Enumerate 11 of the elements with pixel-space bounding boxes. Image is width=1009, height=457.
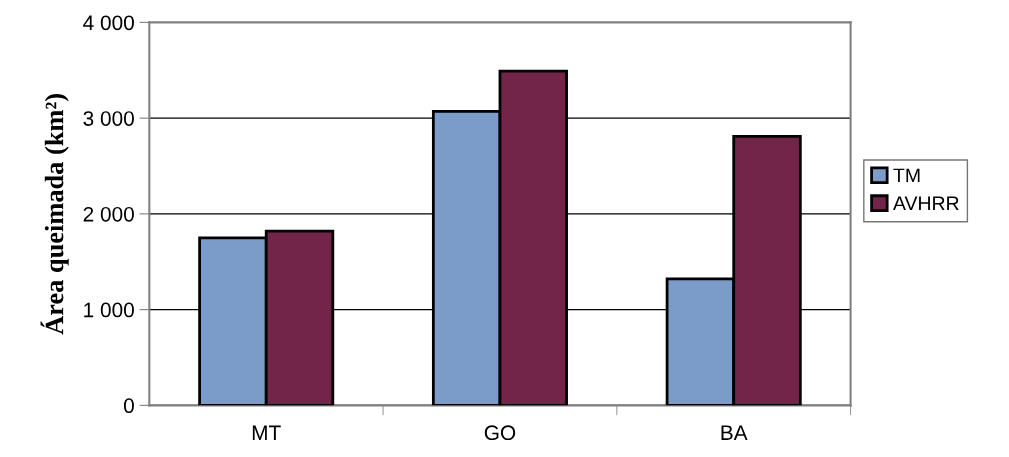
legend-label: AVHRR: [893, 196, 959, 210]
x-tick-label: MT: [252, 425, 281, 440]
y-tick-label: 2 000: [83, 206, 134, 222]
y-tick-label: 0: [123, 398, 134, 414]
y-axis-title: Área queimada (km²): [40, 94, 69, 335]
x-tick-label: GO: [484, 425, 516, 441]
y-tick-label: 3 000: [83, 111, 134, 126]
x-tick-label: BA: [721, 425, 748, 440]
y-tick-label: 1 000: [84, 302, 134, 318]
y-tick-label: 4 000: [83, 15, 134, 31]
legend-label: TM: [893, 168, 920, 182]
